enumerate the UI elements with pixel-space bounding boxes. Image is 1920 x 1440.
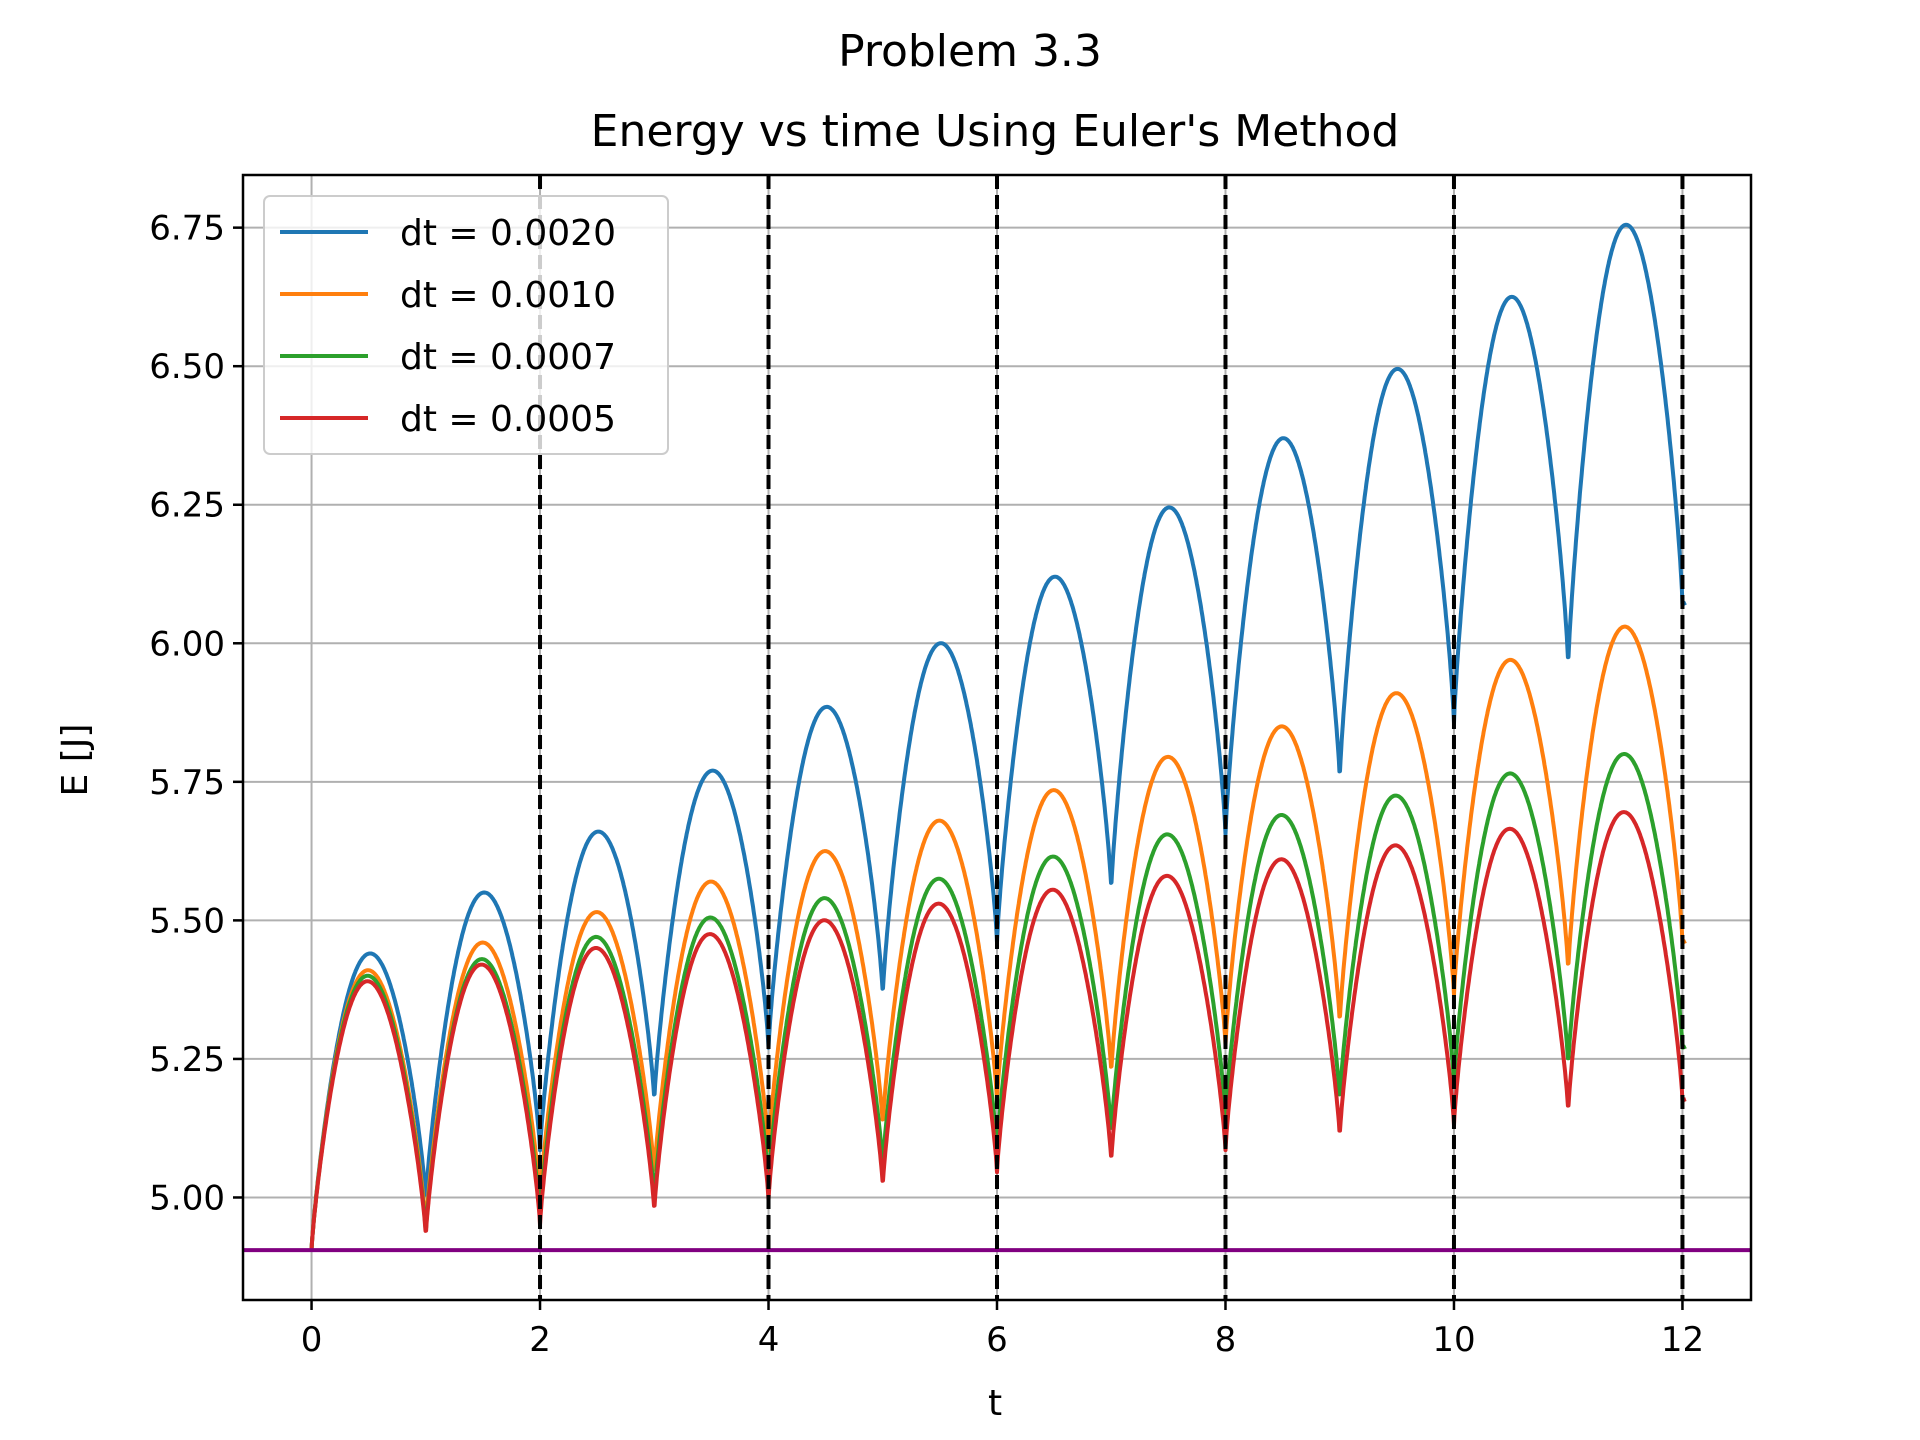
legend-label-1: dt = 0.0010 xyxy=(400,275,616,316)
y-tick-label-6: 6.50 xyxy=(149,347,225,387)
y-tick-label-5: 6.25 xyxy=(149,486,225,526)
chart-title: Energy vs time Using Euler's Method xyxy=(591,106,1400,157)
y-axis-label: E [J] xyxy=(55,724,96,797)
x-tick-label-4: 8 xyxy=(1215,1320,1237,1360)
x-tick-label-0: 0 xyxy=(301,1320,323,1360)
legend-label-3: dt = 0.0005 xyxy=(400,399,616,440)
x-axis-label: t xyxy=(988,1383,1002,1424)
y-tick-label-4: 6.00 xyxy=(149,624,225,664)
chart-suptitle: Problem 3.3 xyxy=(838,26,1102,77)
x-tick-label-5: 10 xyxy=(1432,1320,1475,1360)
x-tick-label-6: 12 xyxy=(1661,1320,1704,1360)
legend-box xyxy=(263,195,669,455)
legend-label-0: dt = 0.0020 xyxy=(400,213,616,254)
legend: dt = 0.0020 dt = 0.0010 dt = 0.0007 dt = 0.… xyxy=(263,195,669,455)
x-tick-label-1: 2 xyxy=(529,1320,551,1360)
plot-area: 0 2 4 6 8 10 12 5.00 5.25 5.50 5.75 6.00 6.25 6.50 6.7… xyxy=(149,173,1753,1360)
y-tick-label-7: 6.75 xyxy=(149,209,225,249)
y-tick-label-0: 5.00 xyxy=(149,1178,225,1218)
y-tick-label-3: 5.75 xyxy=(149,763,225,803)
x-tick-label-3: 6 xyxy=(986,1320,1008,1360)
y-tick-label-1: 5.25 xyxy=(149,1040,225,1080)
x-tick-label-2: 4 xyxy=(758,1320,780,1360)
legend-label-2: dt = 0.0007 xyxy=(400,337,616,378)
y-tick-label-2: 5.50 xyxy=(149,901,225,941)
